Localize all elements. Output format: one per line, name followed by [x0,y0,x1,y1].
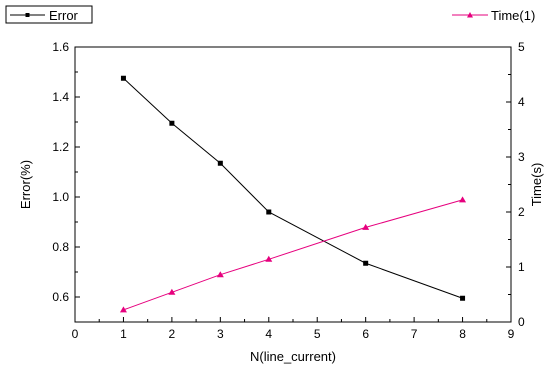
y-axis-label-right: Time(s) [529,163,544,207]
x-tick-label: 8 [459,327,466,341]
legend: Error Time(1) [5,5,535,24]
y-tick-label-left: 1.0 [52,190,69,204]
y-tick-label-right: 1 [518,260,525,274]
data-point-1 [216,271,224,278]
series-line-1 [123,199,463,311]
legend-marker-error [25,13,30,17]
data-point-0 [363,260,369,266]
y-axis-left: 0.6 0.8 1.0 1.2 1.4 1.6 [52,40,80,323]
x-tick-label: 5 [314,327,321,341]
x-axis: 0 1 2 3 4 5 6 7 8 9 [72,317,515,341]
legend-marker-time [467,12,473,18]
series-layer [119,75,467,313]
x-tick-label: 1 [120,327,127,341]
y-axis-label-left: Error(%) [18,160,33,209]
y-tick-label-right: 0 [518,315,525,329]
y-tick-label-left: 1.2 [52,140,69,154]
legend-item-error: Error [5,5,93,24]
data-point-1 [119,306,127,313]
x-tick-label: 7 [411,327,418,341]
x-tick-label: 0 [72,327,79,341]
data-point-1 [168,288,176,295]
x-axis-label: N(line_current) [250,349,336,364]
data-point-0 [169,120,175,126]
data-point-0 [266,209,272,215]
data-point-1 [265,255,273,262]
data-point-0 [120,75,126,81]
legend-label-time: Time(1) [491,8,535,23]
y-tick-label-left: 1.6 [52,40,69,54]
y-tick-label-right: 4 [518,95,525,109]
data-point-0 [217,160,223,166]
legend-label-error: Error [49,8,79,23]
y-tick-label-left: 0.6 [52,290,69,304]
series-line-0 [123,77,463,299]
y-tick-label-right: 3 [518,150,525,164]
x-tick-label: 2 [169,327,176,341]
x-tick-label: 6 [362,327,369,341]
legend-box [5,5,93,24]
data-point-1 [459,196,467,203]
plot-frame [74,46,512,323]
y-tick-label-right: 5 [518,40,525,54]
x-tick-label: 3 [217,327,224,341]
data-point-0 [460,295,466,301]
y-tick-label-left: 1.4 [52,90,69,104]
y-tick-label-right: 2 [518,205,525,219]
x-tick-label: 9 [508,327,515,341]
data-point-1 [362,223,370,230]
legend-item-time: Time(1) [452,8,535,23]
y-axis-right: 0 1 2 3 4 5 [506,40,525,329]
x-tick-label: 4 [265,327,272,341]
y-tick-label-left: 0.8 [52,240,69,254]
